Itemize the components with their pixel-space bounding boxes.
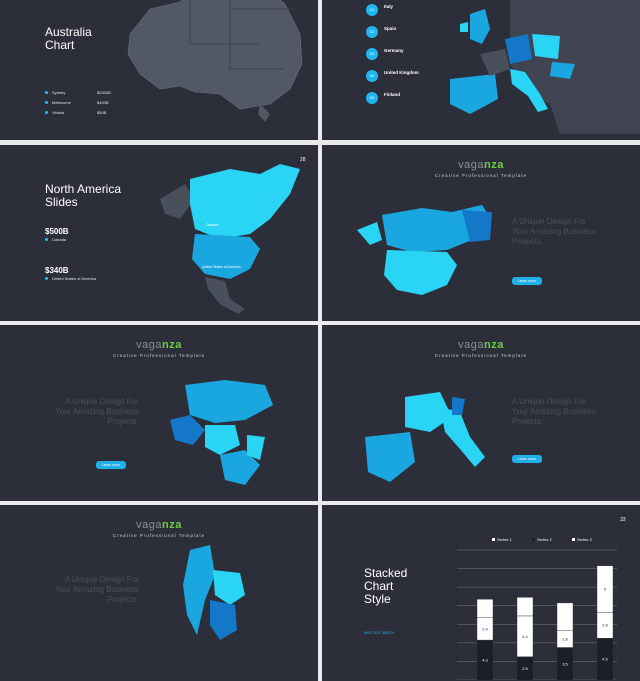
brand-logo: vaganza (458, 159, 504, 171)
learn-more-button[interactable]: Learn more (96, 461, 126, 469)
headline: A Unique Design For Your Amazing Business… (55, 575, 139, 604)
bar-segment (476, 599, 494, 618)
slide-title-line2: Chart (364, 579, 394, 593)
slide-title-line1: Stacked (364, 566, 408, 580)
bar-segment (556, 602, 574, 631)
chart-subtitle: WAS TEXT WIDTH (364, 631, 395, 635)
data-label: 2.5 (522, 666, 528, 671)
legend-row: Melbourne (45, 100, 71, 105)
western-europe-map (365, 392, 485, 482)
stat-value: $500B (45, 227, 69, 236)
data-label: 2.4 (482, 626, 488, 631)
country-name: United Kingdom (384, 70, 419, 75)
slide-vaganza-asia[interactable]: vaganza Creative Professional Template A… (0, 325, 318, 501)
southeast-asia-map (183, 545, 245, 640)
brand-logo: vaganza (458, 339, 504, 351)
map-label-usa: United States of America (202, 265, 241, 269)
data-label: 4.3 (482, 658, 488, 663)
country-name: Spain (384, 26, 397, 31)
stat-label-text: United States of America (52, 276, 97, 281)
stat-label: United States of America (45, 276, 96, 281)
legend-label: Series 3 (577, 537, 592, 542)
slide-vaganza-western-europe[interactable]: vaganza Creative Professional Template A… (322, 325, 640, 501)
learn-more-button[interactable]: Learn more (512, 455, 542, 463)
learn-more-button[interactable]: Learn more (512, 277, 542, 285)
data-label: 5 (604, 587, 607, 592)
body-text-placeholder (512, 433, 602, 447)
country-name: Italy (384, 4, 394, 9)
brand-logo: vaganza (136, 339, 182, 351)
page-number: 33 (620, 517, 626, 523)
slide-australia-chart[interactable]: Australia Chart Sydney $2300B Melbourne … (0, 0, 318, 140)
legend-value: $400B (97, 100, 109, 105)
number-circle: 02 (366, 26, 378, 38)
number-circle: 01 (366, 4, 378, 16)
number-circle: 05 (366, 92, 378, 104)
slide-title-line2: Slides (45, 195, 78, 209)
stat-label: Canada (45, 237, 66, 242)
north-america-map (160, 164, 300, 314)
legend-label: Sydney (52, 90, 66, 95)
data-label: 4.5 (602, 657, 608, 662)
legend-label: Series 2 (537, 537, 552, 542)
stacked-bar-chart: Series 1 Series 2 Series 3 4.3 2.4 2.5 4.4 3.5 1… (457, 537, 617, 680)
brand-subtitle: Creative Professional Template (434, 173, 528, 178)
slide-title-line3: Style (364, 592, 391, 606)
slide-title-line1: North America (45, 182, 122, 196)
slide-stacked-chart[interactable]: 33 Stacked Chart Style WAS TEXT WIDTH Se… (322, 505, 640, 681)
legend-row: Vittoria (45, 110, 64, 115)
brand-subtitle: Creative Professional Template (112, 533, 206, 538)
australia-map (127, 0, 303, 122)
body-text-placeholder (512, 253, 602, 267)
headline: A Unique Design For Your Amazing Business… (512, 217, 596, 246)
north-america-map (357, 205, 492, 295)
brand-subtitle: Creative Professional Template (434, 353, 528, 358)
slide-north-america[interactable]: 28 Canada United States of America North… (0, 145, 318, 321)
headline: A Unique Design For Your Amazing Business… (512, 397, 596, 426)
bullet-dot (45, 277, 48, 281)
data-label: 2.8 (602, 623, 608, 628)
legend-label: Vittoria (52, 110, 65, 115)
data-label: 4.4 (522, 634, 528, 639)
legend-row: Sydney (45, 90, 65, 95)
country-name: Germany (384, 48, 404, 53)
country-name: Finland (384, 92, 400, 97)
slide-vaganza-southeast-asia[interactable]: vaganza Creative Professional Template A… (0, 505, 318, 681)
body-text-placeholder (55, 433, 130, 447)
central-asia-map (170, 380, 273, 485)
brand-logo: vaganza (136, 519, 182, 531)
legend-value: $50B (97, 110, 107, 115)
number-circle: 04 (366, 70, 378, 82)
legend-label: Series 1 (497, 537, 512, 542)
bar-segment (596, 565, 614, 613)
legend-swatch (492, 538, 495, 541)
headline: A Unique Design For Your Amazing Business… (55, 397, 139, 426)
slide-europe-map[interactable]: 01 Italy 02 Spain 03 Germany 04 United K… (322, 0, 640, 140)
bullet-dot (45, 101, 48, 105)
body-text-placeholder (55, 611, 130, 625)
bar-segment (516, 597, 534, 617)
legend-label: Melbourne (52, 100, 71, 105)
slide-title-line2: Chart (45, 38, 75, 52)
data-label: 1.8 (562, 637, 568, 642)
stat-label-text: Canada (52, 237, 67, 242)
map-label-canada: Canada (206, 223, 219, 227)
bullet-dot (45, 91, 48, 95)
legend-swatch (572, 538, 575, 541)
stat-value: $340B (45, 266, 69, 275)
slide-title-line1: Australia (45, 25, 92, 39)
data-label: 3.5 (562, 661, 568, 666)
bullet-dot (45, 238, 48, 242)
legend-value: $2300B (97, 90, 111, 95)
bullet-dot (45, 111, 48, 115)
number-circle: 03 (366, 48, 378, 60)
europe-map (450, 0, 640, 134)
slide-vaganza-north-america[interactable]: vaganza Creative Professional Template A… (322, 145, 640, 321)
legend-swatch (532, 538, 535, 541)
brand-subtitle: Creative Professional Template (112, 353, 206, 358)
page-number: 28 (300, 157, 306, 163)
